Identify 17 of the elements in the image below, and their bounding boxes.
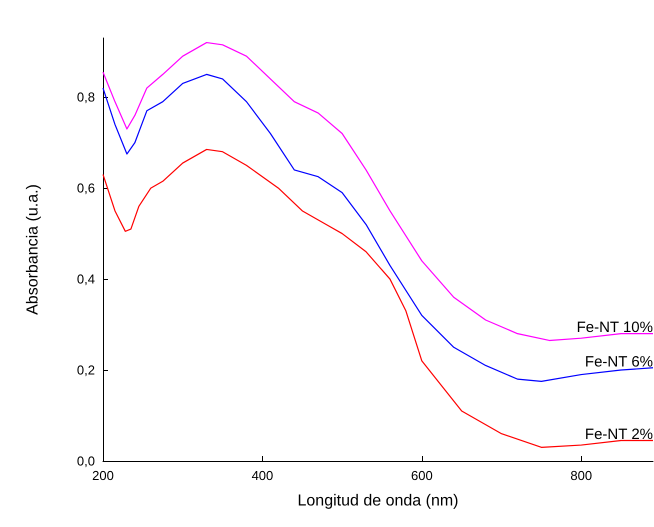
x-tick-label: 400	[252, 468, 274, 483]
line-series	[102, 148, 654, 448]
y-tick-label: 0,0	[76, 454, 95, 468]
y-tick-label: 0,8	[76, 90, 95, 105]
line-series	[102, 74, 654, 382]
series-label: Fe-NT 10%	[576, 319, 653, 336]
x-tick-label: 200	[92, 468, 114, 483]
y-tick-label: 0,4	[76, 272, 95, 287]
y-tick-label: 0,2	[76, 362, 95, 378]
line-series	[102, 42, 654, 342]
x-tick-label: 600	[410, 468, 433, 483]
y-axis-title: Absorbancia (u.a.)	[24, 184, 42, 315]
x-axis-title: Longitud de onda (nm)	[298, 492, 458, 510]
series-label: Fe-NT 2%	[584, 426, 653, 444]
y-tick-label: 0,6	[76, 180, 95, 196]
x-tick-label: 800	[570, 468, 592, 483]
series-label: Fe-NT 6%	[584, 353, 653, 370]
